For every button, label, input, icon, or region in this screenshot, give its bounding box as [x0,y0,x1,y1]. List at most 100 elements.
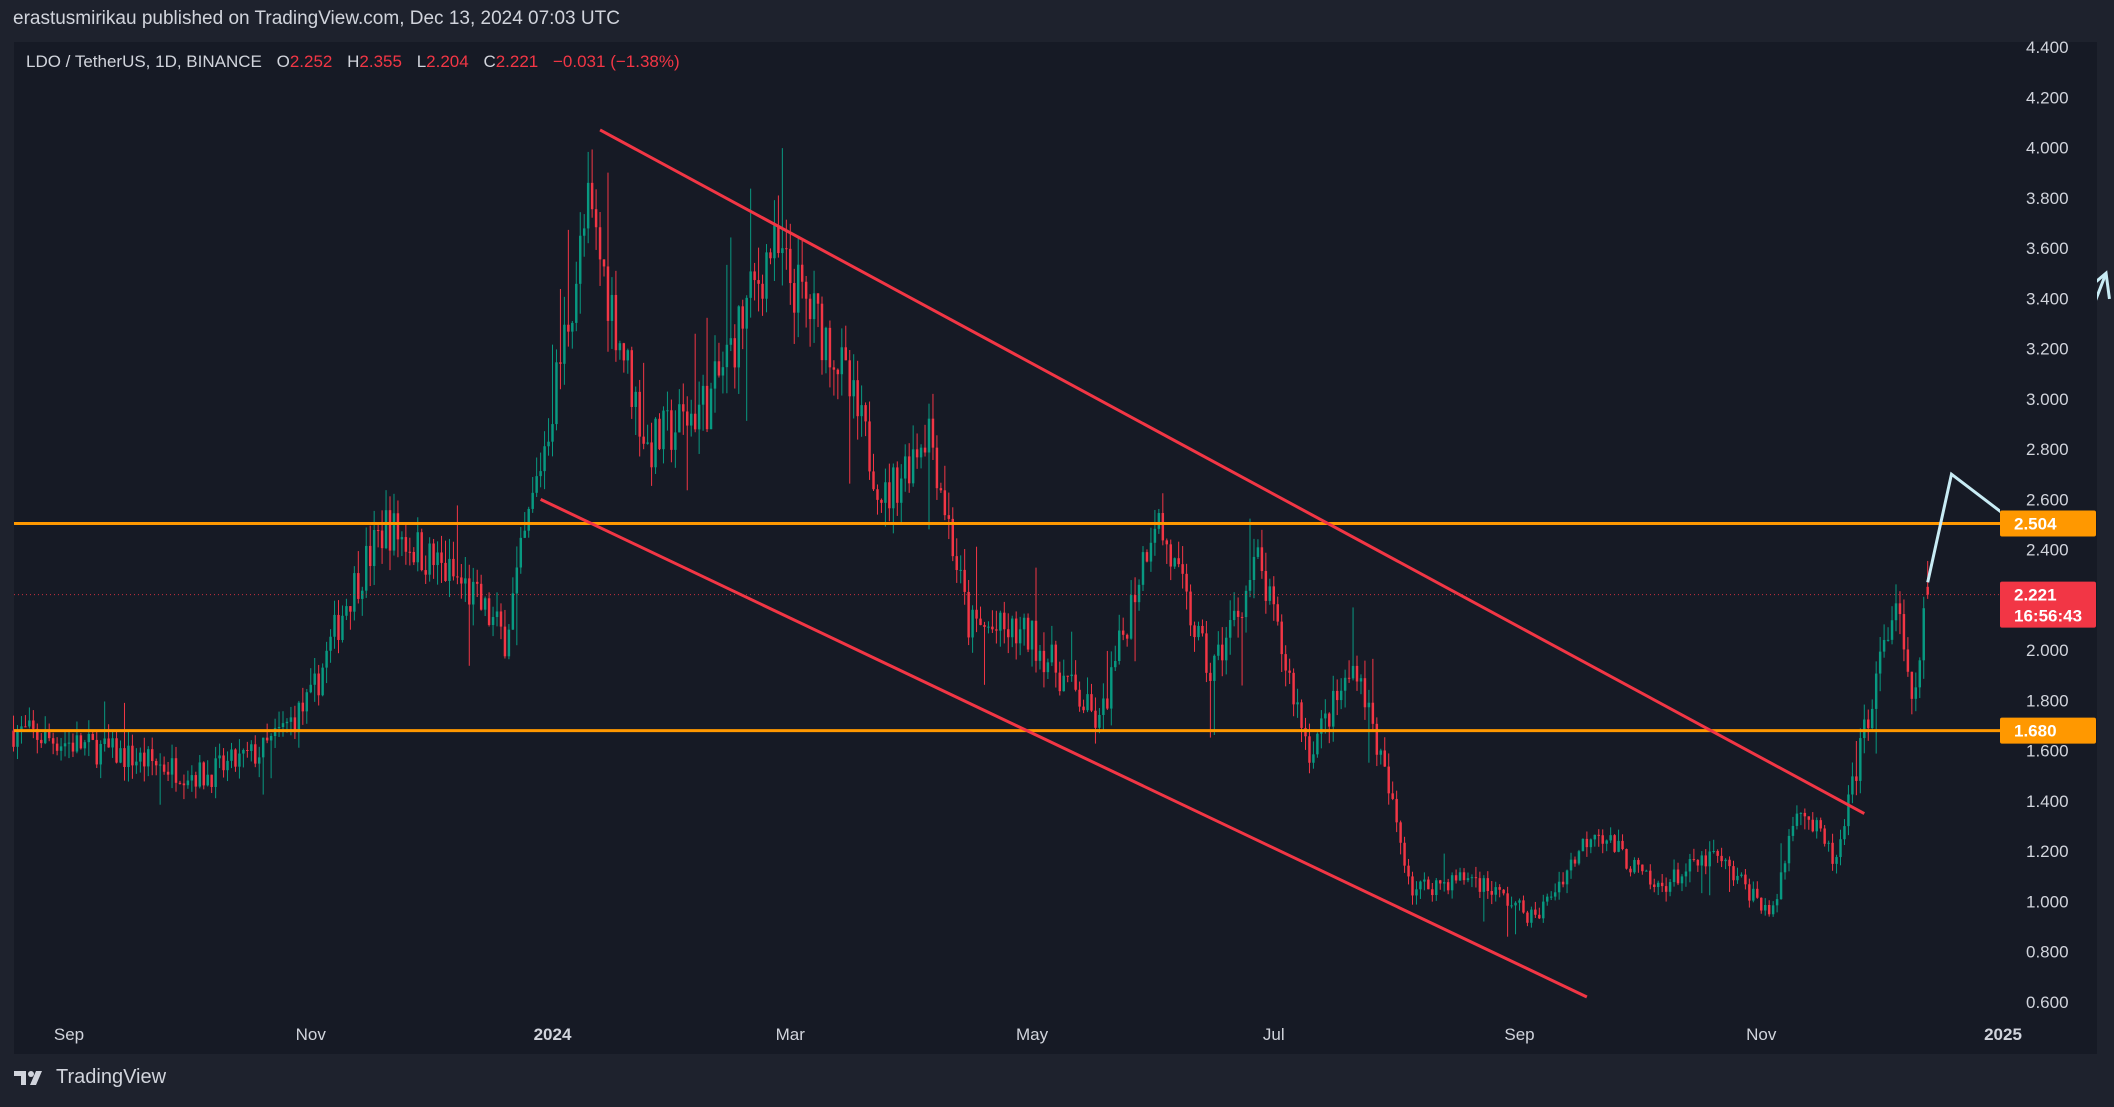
candle [190,765,194,792]
candle [551,344,554,457]
candle-body [1902,614,1906,650]
candle [785,219,788,270]
candle [1720,847,1723,868]
candle-body [1435,880,1438,896]
symbol-label[interactable]: LDO / TetherUS, 1D, BINANCE [26,52,262,71]
candle-body [170,758,174,775]
candle [222,748,225,778]
candle [1288,658,1291,685]
candle [1391,781,1394,801]
candle [519,526,523,574]
candle [380,510,384,564]
candle [1225,626,1228,675]
candle [693,333,697,433]
candle [1177,541,1180,568]
candle-body [848,360,851,397]
candle-body [888,482,891,509]
resistance-badge-box [2000,510,2096,537]
candle-body [1593,834,1597,840]
candle-body [376,530,380,532]
candle [1779,843,1783,900]
candle-body [816,293,820,304]
candle-body [1641,864,1644,872]
candle-body [178,782,182,784]
candle-body [79,735,83,749]
candle [872,453,875,492]
candle [804,275,808,328]
candle [1498,884,1501,898]
candle-body [32,720,35,729]
tradingview-logo[interactable]: TradingView [14,1066,166,1089]
candle-body [1542,901,1545,919]
candle [1121,617,1125,641]
candle-body [1577,851,1581,864]
candle [1240,612,1244,686]
candle [1296,688,1299,718]
price-axis: 4.400 4.200 4.000 3.800 3.600 3.400 3.200 3.000… [2000,38,2097,1054]
candle-body [701,385,705,405]
candle-body [436,552,439,566]
candle-body [36,728,39,740]
candle [1458,867,1462,881]
candle-body [1312,754,1315,763]
candle-body [856,380,859,417]
candle-body [1847,794,1850,827]
candle [1878,637,1882,692]
candle [301,687,305,725]
candle-body [1221,644,1224,661]
close-label: C [483,52,496,71]
candle-body [28,720,31,727]
candle [907,443,911,493]
candle-body [1799,812,1803,814]
candle-body [1811,819,1814,832]
candle [571,320,574,349]
candle [1573,856,1577,867]
candle-body [626,350,630,361]
candle-body [24,726,27,728]
candle [202,761,205,790]
candle-body [1728,859,1731,867]
candle [1831,833,1834,871]
candle [832,360,836,396]
candle-body [896,467,899,503]
candle-body [1014,618,1018,644]
x-tick-label: 2024 [534,1025,572,1044]
candle [622,342,626,373]
candle-body [757,280,760,284]
candle-body [460,577,463,584]
candle-body [571,322,574,332]
candle [594,189,598,250]
candle [404,522,408,565]
candle-body [1918,660,1922,688]
candle-body [555,362,558,425]
candle [1078,681,1081,712]
candle-body [1193,625,1196,638]
candle-body [1197,625,1200,638]
candle [535,457,538,497]
candle [412,547,416,566]
candle [1347,660,1351,683]
y-tick-label: 3.800 [2026,189,2069,208]
last-price-badge: 2.221 16:56:43 [2000,581,2096,628]
candle [1335,679,1339,716]
candle [281,711,285,737]
candle [1851,762,1854,804]
candle [297,700,301,748]
candle-body [1605,840,1608,844]
candle-body [737,306,740,368]
price-badges: 2.504 1.680 2.221 16:56:43 [2000,510,2096,744]
candle [1018,616,1022,656]
candle [111,729,114,758]
candle [1581,838,1585,852]
candle-body [1926,586,1929,595]
candle [400,531,404,557]
candle-body [1256,547,1260,557]
candle-body [226,760,229,771]
candle [1613,834,1616,853]
candle-body [1074,674,1077,690]
candle [1629,866,1632,877]
candle-body [440,552,443,563]
candle-body [943,490,947,516]
candle [1450,872,1454,899]
